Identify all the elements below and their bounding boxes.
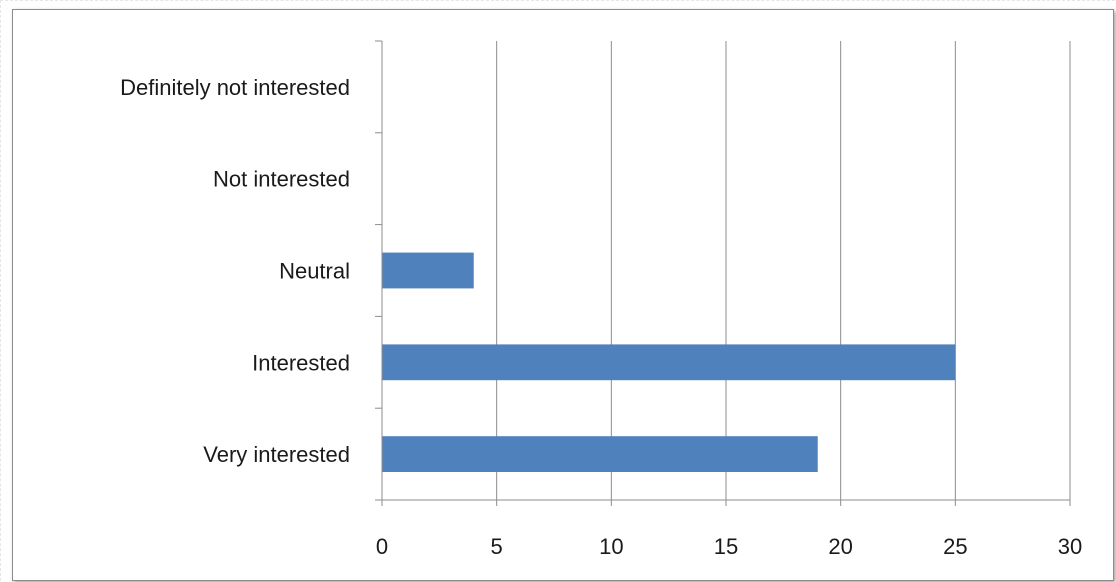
x-tick-label: 20 [828,534,852,559]
labels: 0 5 10 15 20 25 30 Definitely not interested Not… [120,75,1082,559]
bar-very-interested [382,436,818,473]
bar-interested [382,344,956,381]
grid-lines [496,41,1071,500]
category-label: Definitely not interested [120,75,350,100]
x-tick-label: 30 [1058,534,1082,559]
bar-neutral [382,252,474,289]
x-tick-label: 10 [599,534,623,559]
category-label: Not interested [213,167,350,192]
axes [375,40,1071,506]
category-label: Interested [252,350,350,375]
x-tick-label: 15 [714,534,738,559]
x-tick-label: 0 [376,534,388,559]
bars [382,252,956,473]
x-tick-label: 25 [943,534,967,559]
x-tick-label: 5 [491,534,503,559]
category-label: Neutral [279,259,350,284]
chart-box [12,9,1114,581]
category-label: Very interested [203,442,350,467]
